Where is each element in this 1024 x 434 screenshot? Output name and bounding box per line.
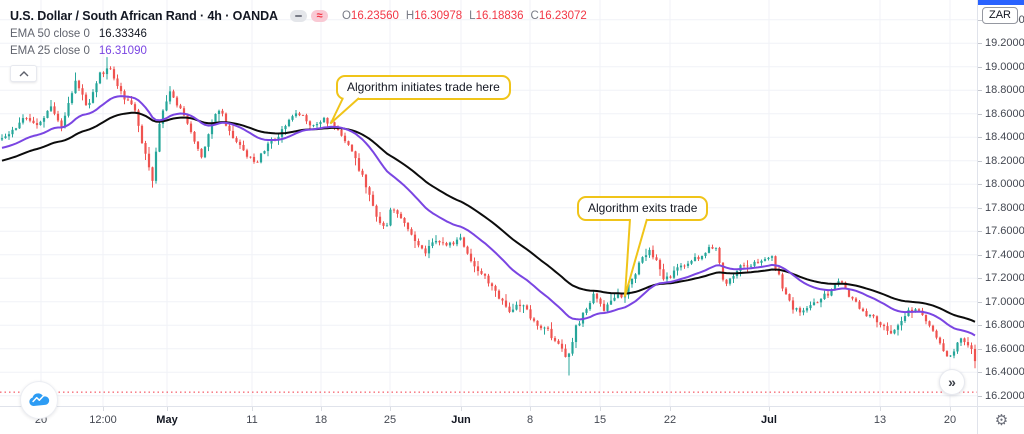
ema25-label: EMA 25 close 0: [10, 45, 90, 57]
price-tick-label: 19.00000: [978, 61, 1024, 73]
time-tick-label: 18: [314, 414, 328, 426]
tradingview-logo-button[interactable]: [20, 381, 58, 419]
annotation-callout-exit[interactable]: Algorithm exits trade: [577, 196, 709, 221]
price-tick-label: 16.80000: [978, 319, 1024, 331]
price-tick-label: 17.80000: [978, 202, 1024, 214]
chevron-up-icon: [19, 70, 28, 76]
time-tick-mark: [769, 407, 770, 411]
tradingview-logo-icon: [29, 393, 50, 406]
open-label: O: [341, 9, 351, 22]
price-tick-label: 17.60000: [978, 225, 1024, 237]
ema25-value: 16.31090: [98, 45, 147, 57]
candles-layer: [0, 57, 977, 376]
price-axis[interactable]: 19.4000019.2000019.0000018.8000018.60000…: [977, 0, 1024, 406]
time-tick-label: 11: [246, 414, 258, 426]
time-tick-label: 25: [383, 414, 397, 426]
indicator-row-ema50[interactable]: EMA 50 close 0 16.33346: [10, 27, 594, 41]
scroll-to-latest-button[interactable]: »: [939, 369, 965, 395]
time-tick-mark: [103, 407, 104, 411]
time-tick-mark: [321, 407, 322, 411]
indicator-row-ema25[interactable]: EMA 25 close 0 16.31090: [10, 44, 594, 58]
time-tick-mark: [950, 407, 951, 411]
close-label: C: [530, 9, 539, 22]
close-value: 16.23072: [538, 9, 587, 22]
price-tick-label: 18.20000: [978, 155, 1024, 167]
legend-title-row: U.S. Dollar / South African Rand · 4h · …: [10, 7, 594, 24]
price-tick-label: 18.80000: [978, 84, 1024, 96]
low-value: 16.18836: [475, 9, 524, 22]
dash-icon: [294, 14, 302, 17]
time-tick-label: 22: [663, 414, 677, 426]
ema50-value: 16.33346: [98, 28, 147, 40]
candlestick-chart[interactable]: [0, 0, 977, 406]
time-tick-mark: [167, 407, 168, 411]
annotation-text: Algorithm exits trade: [588, 201, 698, 215]
high-label: H: [405, 9, 415, 22]
axis-settings-corner: ⚙: [977, 407, 1024, 434]
annotation-callout-initiate[interactable]: Algorithm initiates trade here: [336, 75, 511, 100]
time-tick-label: Jul: [761, 414, 777, 426]
source-toggle-icon[interactable]: [289, 9, 307, 22]
symbol-title[interactable]: U.S. Dollar / South African Rand · 4h · …: [10, 8, 278, 23]
open-value: 16.23560: [350, 9, 399, 22]
hidden-indicator-icon[interactable]: ≈: [310, 9, 328, 22]
time-tick-mark: [252, 407, 253, 411]
time-tick-mark: [461, 407, 462, 411]
time-tick-mark: [670, 407, 671, 411]
legend-panel: U.S. Dollar / South African Rand · 4h · …: [10, 7, 594, 82]
axis-highlight-strip: [978, 0, 1024, 5]
time-tick-label: 13: [873, 414, 887, 426]
low-label: L: [469, 9, 476, 22]
time-tick-mark: [880, 407, 881, 411]
time-tick-label: Jun: [451, 414, 471, 426]
currency-label: ZAR: [982, 7, 1018, 24]
price-tick-label: 16.60000: [978, 343, 1024, 355]
time-tick-label: 20: [943, 414, 957, 426]
high-value: 16.30978: [414, 9, 463, 22]
price-tick-label: 16.40000: [978, 366, 1024, 378]
ohlc-values: O16.23560 H16.30978 L16.18836 C16.23072: [342, 10, 594, 22]
time-tick-mark: [530, 407, 531, 411]
time-tick-label: 12:00: [89, 414, 117, 426]
price-tick-label: 18.60000: [978, 108, 1024, 120]
time-tick-label: 8: [526, 414, 534, 426]
legend-collapse-button[interactable]: [10, 65, 37, 82]
time-tick-label: 15: [593, 414, 607, 426]
price-tick-label: 18.00000: [978, 178, 1024, 190]
annotation-text: Algorithm initiates trade here: [347, 80, 500, 94]
ema50-label: EMA 50 close 0: [10, 28, 90, 40]
price-tick-label: 17.00000: [978, 296, 1024, 308]
time-tick-mark: [390, 407, 391, 411]
ema-50-line: [1, 111, 976, 323]
time-axis[interactable]: 20 12:00 May 11 18 25 Jun 8 15 22 Jul 13 20 ⚙: [0, 406, 1024, 434]
price-tick-label: 18.40000: [978, 131, 1024, 143]
settings-gear-icon[interactable]: ⚙: [994, 412, 1009, 429]
grid-layer: [0, 0, 977, 406]
price-tick-label: 19.20000: [978, 37, 1024, 49]
time-tick-label: May: [156, 414, 178, 426]
price-tick-label: 16.20000: [978, 390, 1024, 402]
price-tick-label: 17.40000: [978, 249, 1024, 261]
chart-plot-area[interactable]: U.S. Dollar / South African Rand · 4h · …: [0, 0, 977, 419]
price-tick-label: 17.20000: [978, 272, 1024, 284]
time-tick-mark: [600, 407, 601, 411]
ema-25-line: [1, 95, 976, 337]
